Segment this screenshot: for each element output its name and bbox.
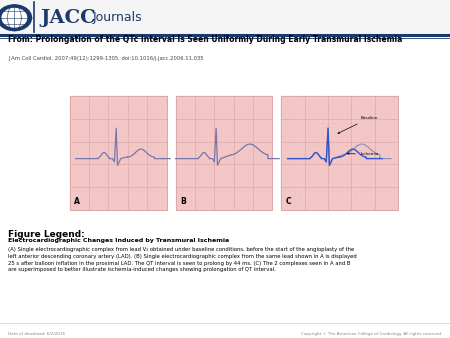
Text: Journals: Journals (92, 11, 142, 24)
Text: Ischemia: Ischemia (347, 152, 379, 156)
Text: Electrocardiographic Changes Induced by Transmural Ischemia: Electrocardiographic Changes Induced by … (8, 238, 229, 243)
Bar (176, 96, 272, 210)
Text: Baseline: Baseline (338, 116, 378, 134)
Text: A: A (74, 197, 80, 206)
Text: Date of download: 6/2/2016: Date of download: 6/2/2016 (8, 332, 65, 336)
Bar (70, 96, 166, 210)
Circle shape (2, 8, 27, 27)
Bar (0, 0, 450, 35)
Text: From: Prolongation of the QTc Interval Is Seen Uniformly During Early Transmural: From: Prolongation of the QTc Interval I… (8, 35, 402, 45)
Circle shape (0, 5, 32, 31)
Text: B: B (180, 197, 186, 206)
Text: Copyright © The American College of Cardiology. All rights reserved.: Copyright © The American College of Card… (301, 332, 442, 336)
Text: C: C (286, 197, 292, 206)
Text: JACC: JACC (40, 9, 96, 27)
Text: (A) Single electrocardiographic complex from lead V₂ obtained under baseline con: (A) Single electrocardiographic complex … (8, 247, 357, 272)
Text: Figure Legend:: Figure Legend: (8, 230, 85, 239)
Bar (281, 96, 398, 210)
Text: J Am Coll Cardiol. 2007;49(12):1299-1305. doi:10.1016/j.jacc.2006.11.035: J Am Coll Cardiol. 2007;49(12):1299-1305… (8, 56, 204, 61)
